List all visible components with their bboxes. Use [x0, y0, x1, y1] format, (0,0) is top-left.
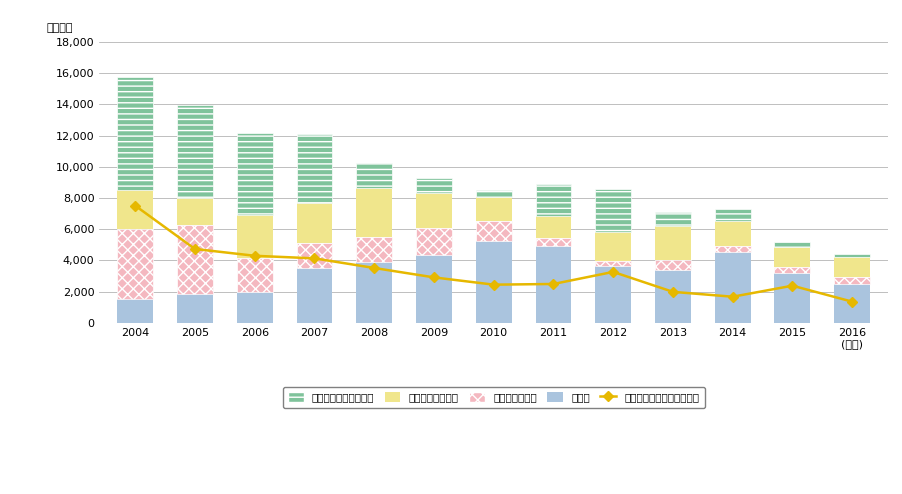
Bar [535, 238, 571, 246]
Bar [475, 241, 511, 323]
Bar [356, 237, 391, 262]
Bar [236, 133, 272, 215]
不法無線局の措置件数合計 [130, 203, 141, 208]
Bar [774, 273, 809, 323]
Bar [356, 262, 391, 323]
不法無線局の措置件数合計 [189, 246, 200, 252]
Bar [654, 212, 690, 226]
Bar [594, 233, 630, 261]
Y-axis label: （件数）: （件数） [47, 23, 73, 34]
不法無線局の措置件数合計 [368, 265, 379, 271]
Bar [774, 247, 809, 267]
Bar [416, 255, 451, 323]
Bar [535, 184, 571, 216]
Bar [654, 260, 690, 270]
Bar [774, 267, 809, 273]
Bar [714, 221, 750, 246]
Bar [714, 246, 750, 252]
Bar [475, 221, 511, 241]
Bar [236, 215, 272, 258]
Bar [296, 134, 332, 204]
Bar [177, 105, 213, 199]
Bar [117, 299, 153, 323]
Bar [117, 190, 153, 229]
Bar [416, 228, 451, 255]
Bar [714, 252, 750, 323]
Bar [236, 292, 272, 323]
不法無線局の措置件数合計 [308, 255, 319, 261]
不法無線局の措置件数合計 [667, 289, 677, 295]
不法無線局の措置件数合計 [726, 294, 737, 300]
Bar [416, 178, 451, 193]
Legend: 不法パーソナル無線局, 不法アマチュア局, 不法市民ラジオ, その他, 不法無線局の措置件数合計: 不法パーソナル無線局, 不法アマチュア局, 不法市民ラジオ, その他, 不法無線… [282, 387, 704, 408]
不法無線局の措置件数合計 [488, 282, 499, 288]
Bar [475, 190, 511, 197]
Bar [654, 270, 690, 323]
Bar [356, 188, 391, 237]
Bar [296, 268, 332, 323]
Bar [236, 258, 272, 292]
Line: 不法無線局の措置件数合計: 不法無線局の措置件数合計 [132, 202, 855, 305]
不法無線局の措置件数合計 [249, 253, 260, 259]
Bar [177, 225, 213, 293]
Bar [833, 253, 870, 257]
Bar [714, 208, 750, 221]
Bar [833, 284, 870, 323]
Bar [117, 229, 153, 299]
Bar [296, 204, 332, 243]
Bar [416, 193, 451, 228]
不法無線局の措置件数合計 [548, 281, 558, 287]
Bar [177, 199, 213, 225]
Bar [535, 216, 571, 238]
Bar [774, 243, 809, 247]
Bar [594, 266, 630, 323]
不法無線局の措置件数合計 [607, 269, 618, 275]
Bar [475, 197, 511, 221]
Bar [594, 261, 630, 266]
Bar [356, 163, 391, 188]
Bar [117, 77, 153, 190]
不法無線局の措置件数合計 [428, 275, 439, 281]
Bar [594, 189, 630, 233]
Bar [296, 243, 332, 268]
Bar [833, 257, 870, 277]
Bar [654, 226, 690, 260]
Bar [177, 293, 213, 323]
不法無線局の措置件数合計 [787, 283, 797, 288]
Bar [535, 246, 571, 323]
不法無線局の措置件数合計 [846, 299, 857, 305]
Bar [833, 277, 870, 284]
